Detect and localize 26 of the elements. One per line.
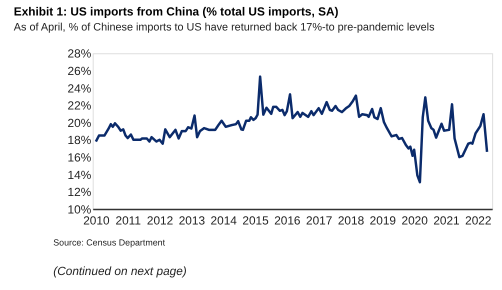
x-tick-label: 2020 <box>401 213 428 228</box>
y-tick-label: 24% <box>68 81 92 96</box>
x-tick-label: 2017 <box>306 213 332 228</box>
x-tick-label: 2019 <box>370 213 396 228</box>
chart-title: Exhibit 1: US imports from China (% total US imports, SA) <box>14 4 339 19</box>
y-tick-label: 22% <box>68 98 92 113</box>
y-tick-label: 16% <box>68 150 92 165</box>
x-tick-label: 2022 <box>465 213 492 228</box>
x-tick-label: 2015 <box>242 213 270 228</box>
x-tick-label: 2013 <box>178 213 206 228</box>
line-series <box>94 75 488 184</box>
x-tick-label: 2012 <box>146 213 174 228</box>
source-note: Source: Census Department <box>53 238 166 248</box>
x-tick-label: 2018 <box>338 213 365 228</box>
x-tick-label: 2021 <box>433 213 460 228</box>
y-tick-label: 14% <box>68 168 92 182</box>
x-tick-label: 2014 <box>210 213 238 228</box>
x-tick-label: 2011 <box>115 213 141 228</box>
y-tick-label: 18% <box>68 133 92 148</box>
y-tick-label: 26% <box>68 64 92 78</box>
y-tick-label: 20% <box>68 116 92 130</box>
y-tick-label: 28% <box>68 46 92 61</box>
y-tick-label: 12% <box>68 185 92 200</box>
chart-subtitle: As of April, % of Chinese imports to US have returned back 17%-to pre-pandemic levels <box>14 22 436 34</box>
x-tick-label: 2016 <box>274 213 301 228</box>
text: (Continued on next page) <box>53 264 187 278</box>
